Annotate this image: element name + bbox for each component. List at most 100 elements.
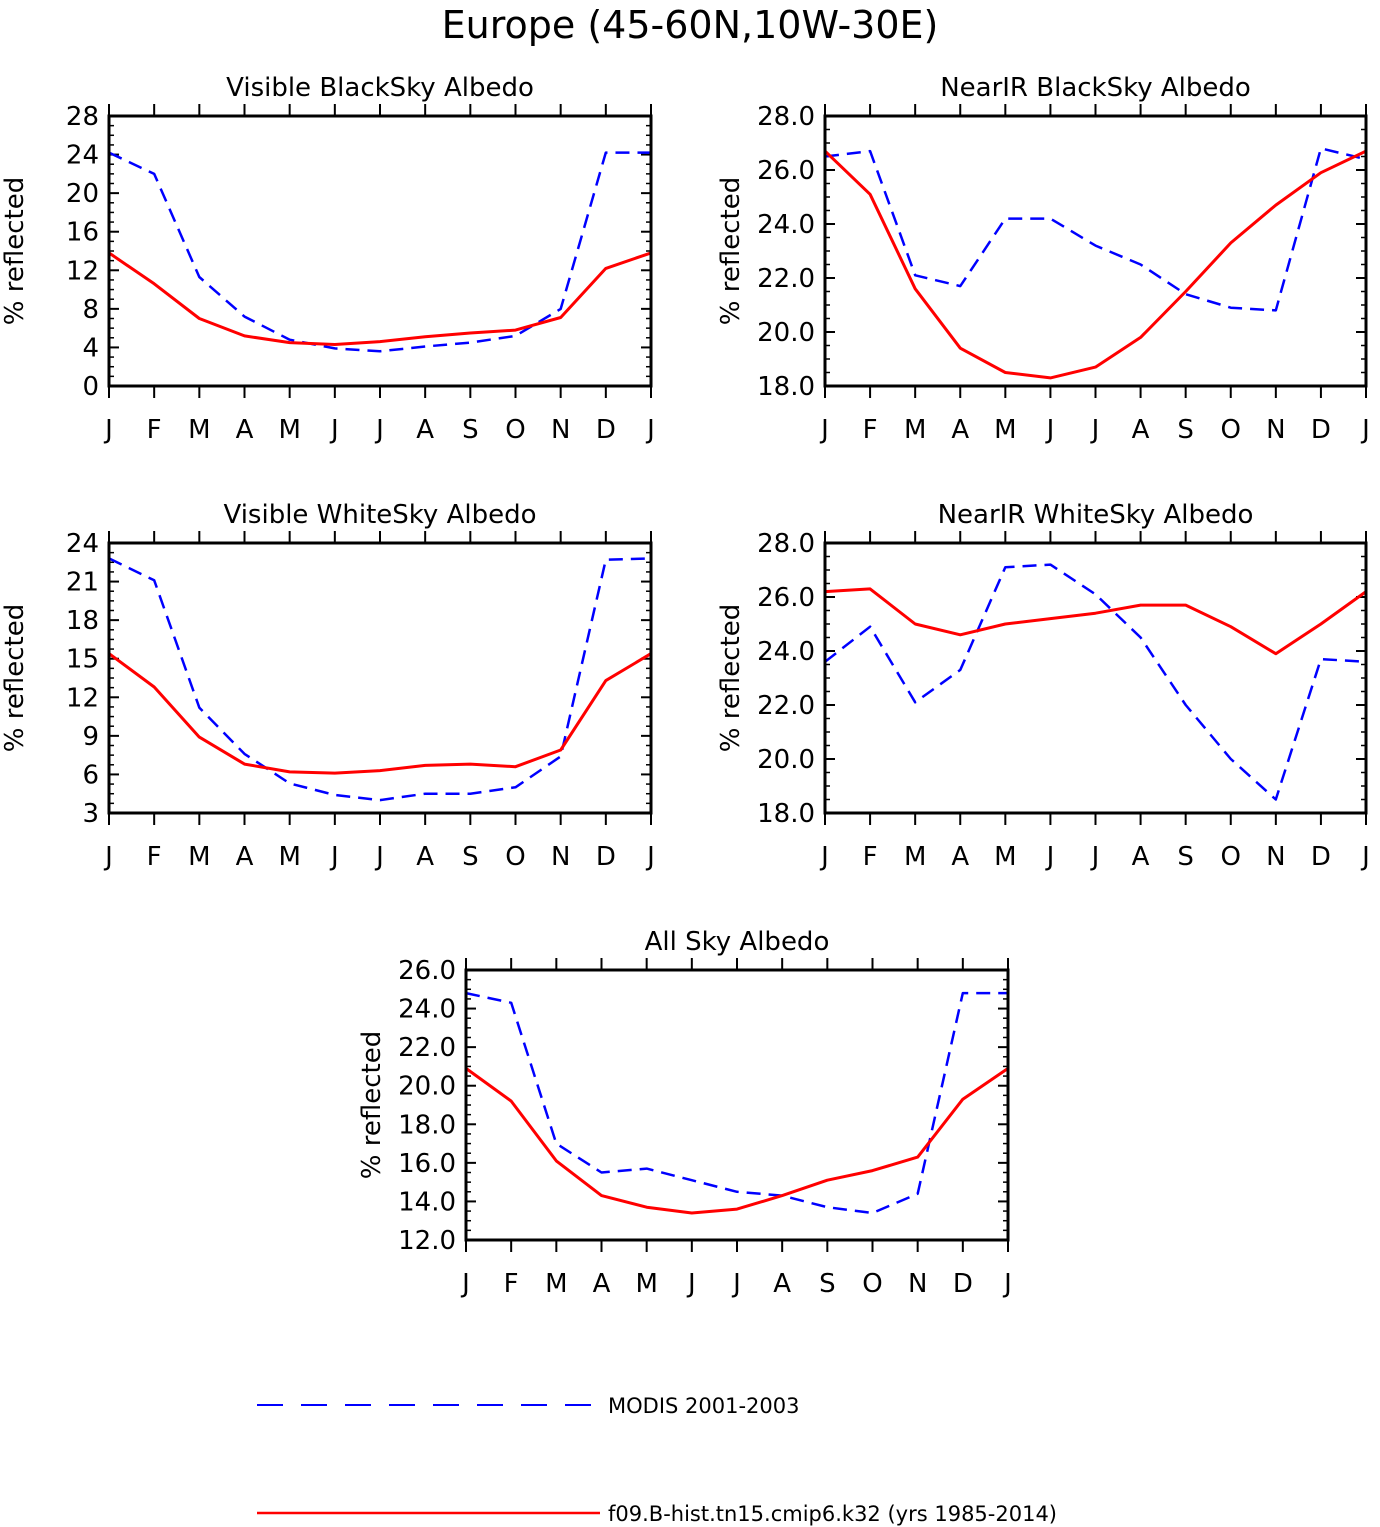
y-axis-label: % reflected [0, 604, 30, 752]
y-tick-label: 20 [66, 179, 99, 209]
x-tick-label: F [147, 842, 162, 872]
x-tick-label: J [1360, 842, 1370, 872]
y-tick-label: 18 [66, 606, 99, 636]
panel-4: NearIR WhiteSky Albedo % reflected 18.0 20.… [716, 500, 1370, 872]
panel-title: NearIR WhiteSky Albedo [938, 500, 1254, 530]
panel-title: All Sky Albedo [645, 927, 830, 957]
series-line-model [108, 251, 652, 346]
x-tick-label: J [645, 415, 655, 445]
x-tick-label: N [1266, 415, 1285, 445]
series-line-modis [465, 991, 1008, 1215]
x-tick-label: O [1221, 415, 1241, 445]
x-tick-label: A [773, 1269, 791, 1299]
x-tick-label: M [994, 842, 1016, 872]
series-line-model [824, 587, 1367, 656]
x-tick-label: J [1090, 415, 1100, 445]
x-tick-label: J [103, 842, 113, 872]
legend: MODIS 2001-2003 f09.B-hist.tn15.cmip6.k32… [257, 1394, 1057, 1526]
y-tick-label: 6 [82, 760, 99, 790]
x-tick-label: N [551, 842, 570, 872]
x-tick-label: N [908, 1269, 927, 1299]
panel-title: Visible WhiteSky Albedo [223, 500, 536, 530]
y-tick-label: 26.0 [757, 583, 815, 613]
x-tick-label: F [863, 415, 878, 445]
chart-panels: Visible BlackSky Albedo % reflected 0 4 8 12 1… [0, 73, 1370, 1299]
x-tick-label: M [188, 415, 210, 445]
y-tick-label: 22.0 [757, 264, 815, 294]
plot-frame [823, 114, 1368, 388]
series-line-modis [824, 563, 1367, 801]
y-axis-label: % reflected [357, 1031, 387, 1179]
y-tick-label: 0 [82, 372, 99, 402]
y-tick-label: 12.0 [398, 1226, 456, 1256]
x-tick-label: F [147, 415, 162, 445]
x-tick-label: S [819, 1269, 836, 1299]
y-tick-label: 21 [66, 568, 99, 598]
y-tick-label: 18.0 [757, 372, 815, 402]
x-tick-label: D [1311, 415, 1331, 445]
x-tick-label: A [593, 1269, 611, 1299]
x-tick-label: J [1090, 842, 1100, 872]
x-tick-label: J [460, 1269, 470, 1299]
series-line-model [108, 652, 652, 775]
y-tick-label: 24.0 [757, 210, 815, 240]
y-tick-label: 3 [82, 799, 99, 829]
panel-5: All Sky Albedo % reflected 12.0 14.0 16.0 18.… [357, 927, 1012, 1299]
x-tick-label: F [863, 842, 878, 872]
legend-label: f09.B-hist.tn15.cmip6.k32 (yrs 1985-2014… [608, 1502, 1057, 1526]
x-tick-label: J [374, 415, 384, 445]
x-tick-label: M [994, 415, 1016, 445]
y-tick-label: 26.0 [398, 956, 456, 986]
y-tick-label: 12 [66, 683, 99, 713]
plot-frame [823, 541, 1368, 815]
legend-label: MODIS 2001-2003 [608, 1394, 799, 1418]
panel-title: NearIR BlackSky Albedo [940, 73, 1251, 103]
x-tick-label: O [862, 1269, 882, 1299]
x-tick-label: J [329, 842, 339, 872]
y-tick-label: 24.0 [757, 637, 815, 667]
x-tick-label: A [951, 415, 969, 445]
x-tick-label: N [1266, 842, 1285, 872]
x-tick-label: M [278, 415, 300, 445]
series-line-model [465, 1067, 1009, 1215]
x-tick-label: O [1221, 842, 1241, 872]
x-tick-label: A [416, 842, 434, 872]
y-tick-label: 20.0 [757, 745, 815, 775]
x-tick-label: J [1360, 415, 1370, 445]
y-tick-label: 4 [82, 333, 99, 363]
x-tick-label: A [416, 415, 434, 445]
y-tick-label: 24.0 [398, 995, 456, 1025]
x-tick-label: M [545, 1269, 567, 1299]
y-tick-label: 16.0 [398, 1149, 456, 1179]
y-axis-label: % reflected [0, 177, 30, 325]
x-tick-label: M [278, 842, 300, 872]
x-tick-label: S [1177, 842, 1194, 872]
x-tick-label: M [904, 415, 926, 445]
x-tick-label: A [1132, 415, 1150, 445]
x-tick-label: J [645, 842, 655, 872]
x-tick-label: A [1132, 842, 1150, 872]
y-tick-label: 28.0 [757, 529, 815, 559]
x-tick-label: S [462, 842, 479, 872]
y-tick-label: 12 [66, 256, 99, 286]
y-tick-label: 8 [82, 295, 99, 325]
panel-3: Visible WhiteSky Albedo % reflected 3 6 9 12 1… [0, 500, 655, 872]
y-tick-label: 16 [66, 218, 99, 248]
series-line-model [823, 149, 1367, 380]
y-axis-label: % reflected [716, 177, 746, 325]
panel-1: Visible BlackSky Albedo % reflected 0 4 8 12 1… [0, 73, 655, 445]
y-tick-label: 22.0 [398, 1033, 456, 1063]
x-tick-label: J [374, 842, 384, 872]
x-tick-label: J [731, 1269, 741, 1299]
y-axis-label: % reflected [716, 604, 746, 752]
y-tick-label: 28.0 [757, 102, 815, 132]
x-tick-label: J [686, 1269, 696, 1299]
x-tick-label: A [236, 415, 254, 445]
y-tick-label: 18.0 [757, 799, 815, 829]
series-line-modis [108, 557, 652, 802]
x-tick-label: O [505, 415, 525, 445]
x-tick-label: M [635, 1269, 657, 1299]
plot-frame [107, 114, 653, 388]
panel-title: Visible BlackSky Albedo [226, 73, 534, 103]
y-tick-label: 15 [66, 645, 99, 675]
